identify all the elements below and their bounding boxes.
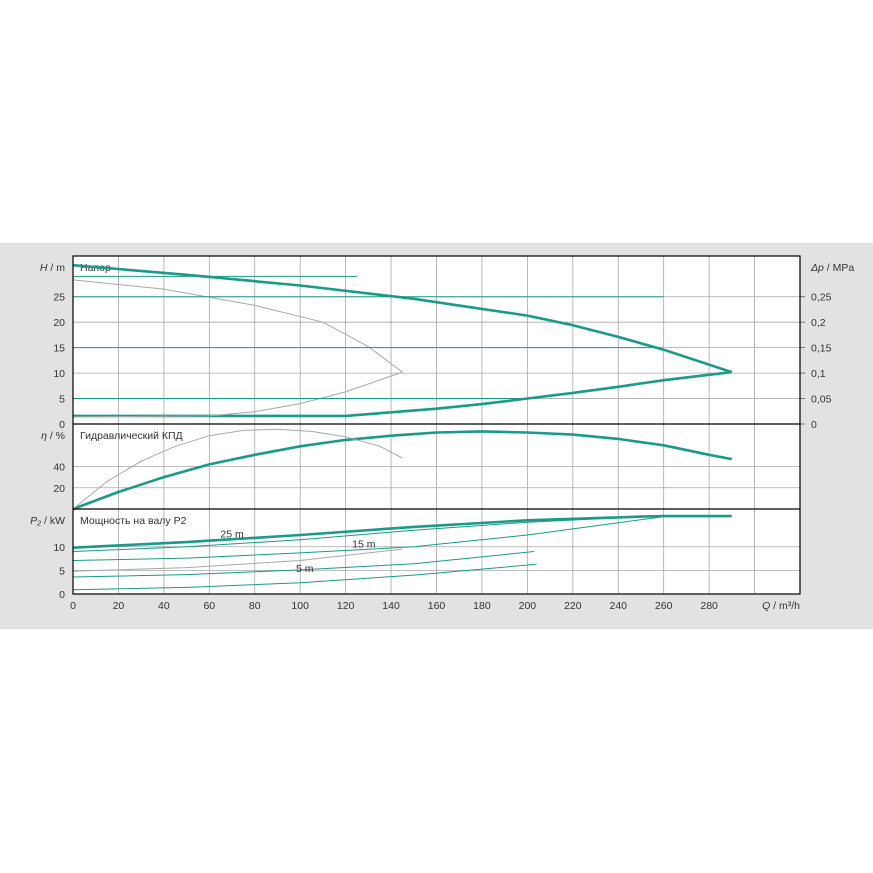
x-tick-label: 60 [203, 600, 215, 612]
x-tick-label: 200 [519, 600, 537, 612]
power-y-tick-label: 10 [53, 542, 65, 554]
right-tick-label: 0,1 [811, 368, 826, 380]
x-tick-label: 160 [428, 600, 446, 612]
power-panel-title: Мощность на валу P2 [80, 515, 187, 527]
pump-performance-chart: 0 5 10 15 20 25 0 0,05 0,1 0,15 0,2 0,25 Δp / MPa H /… [30, 255, 854, 612]
head-y-tick-label: 15 [53, 343, 65, 355]
head-y-axis-label: H / m [40, 262, 65, 274]
x-tick-label: 20 [113, 600, 125, 612]
head-series-control_line [73, 370, 732, 418]
right-axis-label: Δp / MPa [810, 262, 854, 274]
power-series-label-duty_15: 15 m [352, 539, 376, 551]
x-tick-label: 240 [609, 600, 627, 612]
eta-series-max_curve [72, 430, 733, 511]
power-series-min_curve [72, 548, 403, 572]
right-tick-label: 0,15 [811, 343, 832, 355]
x-tick-label: 260 [655, 600, 673, 612]
eta-y-tick-label: 40 [53, 462, 65, 474]
right-tick-label: 0,05 [811, 394, 832, 406]
eta-y-tick-label: 20 [53, 483, 65, 495]
x-tick-label: 180 [473, 600, 491, 612]
head-y-tick-label: 20 [53, 317, 65, 329]
x-tick-label: 280 [700, 600, 718, 612]
eta-y-axis-label: η / % [41, 430, 65, 442]
power-y-tick-label: 5 [59, 565, 65, 577]
power-series-duty_15 [72, 516, 662, 561]
power-series-label-duty_5: 5 m [296, 563, 314, 575]
x-tick-label: 100 [291, 600, 309, 612]
power-series-control_line [72, 563, 537, 591]
eta-panel-title: Гидравлический КПД [80, 430, 183, 442]
plot-frame [72, 255, 801, 595]
power-y-tick-label: 0 [59, 589, 65, 601]
head-series-min_curve [72, 279, 403, 373]
right-tick-label: 0 [811, 419, 817, 431]
head-y-tick-label: 5 [59, 394, 65, 406]
x-tick-label: 120 [337, 600, 355, 612]
power-series-duty_5 [72, 551, 535, 578]
power-y-axis-label: P₂ / kW [30, 515, 65, 527]
head-y-tick-label: 0 [59, 419, 65, 431]
head-series-max_curve [72, 263, 733, 374]
x-tick-label: 140 [382, 600, 400, 612]
right-tick-label: 0,2 [811, 317, 826, 329]
x-tick-label: 0 [70, 600, 76, 612]
power-series-duty_25 [72, 515, 664, 552]
chart-panel: 0 5 10 15 20 25 0 0,05 0,1 0,15 0,2 0,25 Δp / MPa H /… [0, 243, 873, 629]
x-tick-label: 220 [564, 600, 582, 612]
head-y-tick-label: 25 [53, 292, 65, 304]
head-y-tick-label: 10 [53, 368, 65, 380]
eta-series-min_curve [72, 428, 403, 510]
x-tick-label: 40 [158, 600, 170, 612]
head-series-min_curve_low [72, 371, 403, 418]
right-tick-label: 0,25 [811, 292, 832, 304]
x-axis-label: Q / m³/h [762, 600, 800, 612]
power-series-label-duty_25: 25 m [220, 528, 244, 540]
x-tick-label: 80 [249, 600, 261, 612]
